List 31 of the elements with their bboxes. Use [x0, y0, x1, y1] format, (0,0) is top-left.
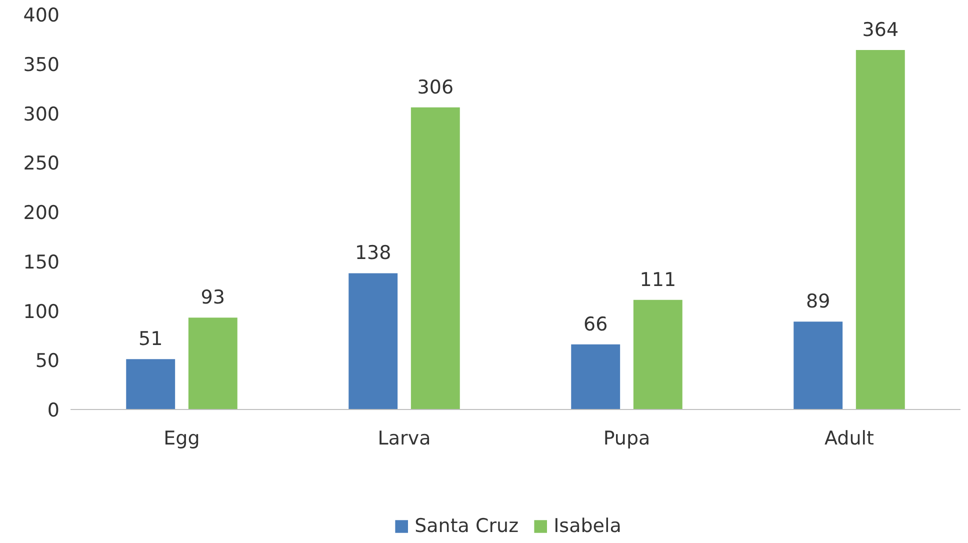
data-label: 364 — [862, 19, 899, 42]
data-label: 89 — [806, 290, 830, 313]
legend-label: Santa Cruz — [414, 515, 519, 537]
bar — [856, 50, 905, 410]
data-label: 66 — [584, 313, 608, 336]
data-label: 111 — [640, 268, 676, 291]
y-tick-label: 300 — [23, 103, 60, 126]
bar — [410, 107, 460, 410]
y-tick-label: 0 — [47, 400, 60, 422]
bar — [348, 273, 398, 410]
y-tick-label: 350 — [23, 54, 60, 76]
data-label: 306 — [417, 76, 454, 98]
x-tick-label: Larva — [378, 428, 431, 450]
legend-label: Isabela — [554, 515, 622, 537]
bar — [126, 359, 176, 410]
y-tick-label: 150 — [23, 251, 60, 274]
x-tick-label: Pupa — [603, 428, 650, 450]
data-label: 51 — [138, 328, 163, 350]
bar — [188, 318, 238, 410]
x-tick-label: Egg — [164, 428, 200, 450]
data-label: 138 — [354, 242, 392, 264]
bar — [794, 322, 843, 410]
bar — [633, 300, 682, 410]
y-tick-label: 250 — [23, 152, 60, 175]
y-tick-label: 100 — [23, 300, 60, 323]
x-tick-label: Adult — [824, 428, 874, 450]
data-label: 93 — [200, 286, 225, 309]
bar — [571, 344, 620, 410]
y-tick-label: 50 — [35, 350, 60, 372]
y-tick-label: 200 — [23, 202, 60, 224]
y-tick-label: 400 — [23, 4, 60, 26]
